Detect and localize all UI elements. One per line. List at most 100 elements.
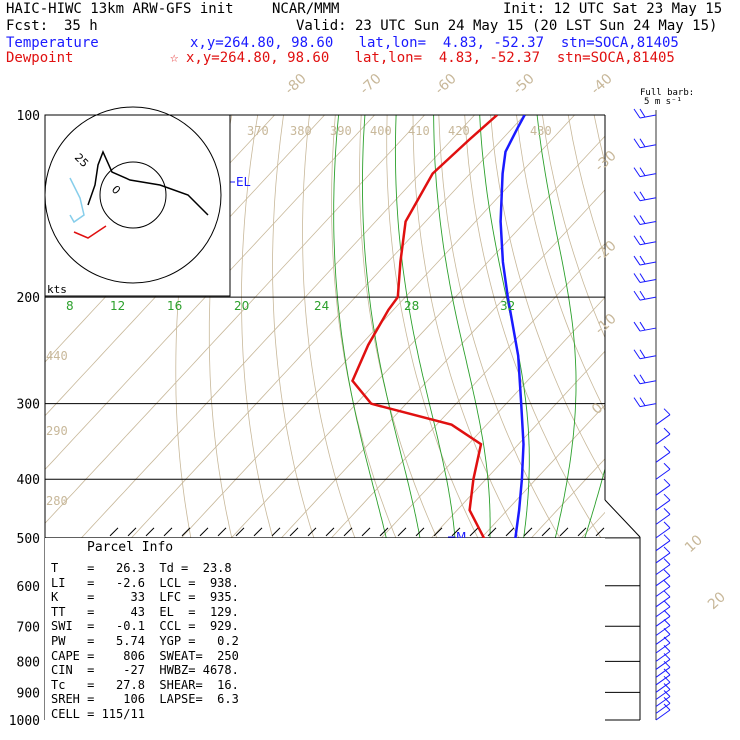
isotherm-label: -40 — [588, 71, 616, 98]
hodograph-box — [44, 114, 231, 297]
theta-label: 400 — [370, 124, 392, 138]
theta-label: 290 — [46, 424, 68, 438]
level-hatch — [415, 527, 425, 537]
wind-barb — [633, 255, 657, 266]
moist-adiabat-label: 32 — [500, 299, 515, 313]
level-hatch — [181, 527, 191, 537]
level-label-el: EL — [236, 175, 251, 189]
level-hatch — [487, 527, 497, 537]
parcel-info-row: K = 33 LFC = 935. — [51, 590, 239, 605]
isotherm-label: -80 — [282, 71, 310, 98]
hodograph-trace-upper — [87, 150, 209, 216]
parcel-info-row: CAPE = 806 SWEAT= 250 — [51, 648, 239, 663]
dry-adiabat-line — [516, 115, 605, 412]
fcst-label: Fcst: — [6, 18, 49, 34]
level-hatch — [235, 527, 245, 537]
pressure-tick-label: 200 — [17, 291, 40, 306]
parcel-info-row: LI = -2.6 LCL = 938. — [51, 575, 239, 590]
valid-time: Valid: 23 UTC Sun 24 May 15 (20 LST Sun … — [296, 18, 718, 34]
level-hatch — [307, 527, 317, 537]
theta-label: 420 — [448, 124, 470, 138]
hodograph-trace-surface — [73, 225, 107, 239]
parcel-info-row: SREH = 106 LAPSE= 6.3 — [51, 692, 239, 707]
dry-adiabat-line — [672, 115, 740, 720]
wind-barb — [655, 696, 671, 714]
parcel-info-title: Parcel Info — [87, 540, 174, 555]
wind-barb — [655, 660, 671, 678]
level-hatch — [523, 527, 533, 537]
dewpoint-legend: Dewpoint — [6, 50, 74, 66]
level-hatch — [577, 527, 587, 537]
moist-adiabat-label: 8 — [66, 299, 74, 313]
wind-barb — [633, 138, 657, 149]
wind-barb — [633, 235, 657, 246]
wind-barb — [633, 374, 657, 385]
pressure-tick-label: 100 — [17, 109, 40, 124]
wind-barb — [655, 462, 671, 480]
wind-barb — [633, 215, 657, 226]
level-hatch — [559, 527, 569, 537]
moist-adiabat-label: 24 — [314, 299, 329, 313]
level-hatch — [397, 527, 407, 537]
isotherm-label: 0 — [589, 400, 606, 418]
dry-adiabat-line — [698, 115, 740, 720]
level-hatch — [541, 527, 551, 537]
theta-label: 440 — [46, 349, 68, 363]
wind-barb — [655, 609, 671, 627]
wind-barb — [633, 273, 657, 283]
parcel-info-row: Tc = 27.8 SHEAR= 16. — [51, 677, 239, 692]
temperature-location: x,y=264.80, 98.60 lat,lon= 4.83, -52.37 … — [190, 35, 679, 51]
wind-barb — [655, 600, 671, 618]
parcel-info-row: PW = 5.74 YGP = 0.2 — [51, 634, 239, 648]
level-hatch — [163, 527, 173, 537]
moist-adiabat-label: 16 — [167, 299, 182, 313]
dry-adiabat-line — [646, 115, 740, 720]
isotherm-line — [45, 115, 425, 524]
parcel-info-row: T = 26.3 Td = 23.8 — [51, 561, 232, 575]
wind-barb — [633, 290, 657, 301]
star-icon: ☆ — [170, 50, 179, 66]
isotherm-line — [612, 115, 740, 720]
level-hatch — [451, 527, 461, 537]
org-label: NCAR/MMM — [272, 1, 340, 17]
wind-barb — [655, 683, 671, 700]
isotherm-label: 10 — [682, 532, 706, 556]
temperature-legend: Temperature — [6, 35, 99, 51]
wind-barb — [655, 521, 671, 539]
wind-barb — [633, 397, 657, 408]
wind-barb — [655, 675, 671, 693]
theta-label: 410 — [408, 124, 430, 138]
parcel-info-row: CELL = 115/11 — [51, 707, 145, 721]
isotherm-label: 20 — [705, 589, 729, 613]
wind-barb — [655, 668, 671, 686]
isotherm-label: -10 — [592, 311, 620, 338]
theta-label: 390 — [330, 124, 352, 138]
pressure-tick-label: 800 — [17, 655, 40, 670]
pressure-tick-label: 500 — [17, 532, 40, 547]
wind-barb — [655, 580, 671, 597]
pressure-tick-label: 700 — [17, 620, 40, 635]
parcel-info-panel: Parcel Info T = 26.3 Td = 23.8 LI = -2.6 … — [45, 538, 605, 723]
isotherm-line — [45, 115, 275, 363]
dewpoint-location: x,y=264.80, 98.60 lat,lon= 4.83, -52.37 … — [186, 50, 675, 66]
dry-adiabat-line — [490, 115, 605, 480]
wind-barb — [655, 534, 671, 552]
level-hatch — [505, 527, 515, 537]
level-hatch — [469, 527, 479, 537]
wind-barb — [655, 590, 671, 608]
wind-barb — [655, 445, 671, 463]
isotherm-label: -70 — [357, 71, 385, 98]
hodograph-units-label: kts — [47, 283, 67, 296]
level-hatch — [361, 527, 371, 537]
level-hatch — [199, 527, 209, 537]
init-time: Init: 12 UTC Sat 23 May 15 — [503, 1, 723, 17]
level-label-m: M — [456, 530, 466, 544]
isotherm-label: -30 — [592, 148, 620, 175]
dry-adiabat-line — [724, 115, 740, 720]
level-hatch — [379, 527, 389, 537]
level-hatch — [289, 527, 299, 537]
parcel-info-row: CIN = -27 HWBZ= 4678. — [51, 663, 239, 678]
barb-legend-units: 5 m s⁻¹ — [644, 97, 682, 107]
level-hatch — [145, 527, 155, 537]
wind-barb — [633, 321, 657, 332]
